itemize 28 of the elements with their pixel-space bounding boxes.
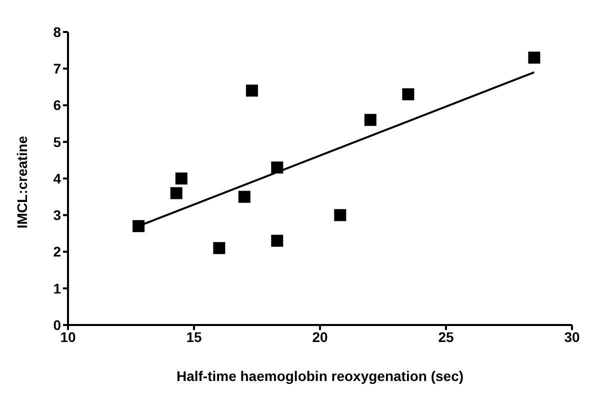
x-tick-label: 10 xyxy=(60,328,76,345)
y-tick-label: 2 xyxy=(53,244,62,260)
point xyxy=(271,162,284,174)
y-tick-label: 8 xyxy=(53,24,62,40)
point xyxy=(238,190,250,203)
point xyxy=(132,220,145,232)
y-tick-label: 4 xyxy=(53,170,62,186)
y-tick-label: 0 xyxy=(53,316,62,333)
x-tick-label: 20 xyxy=(312,328,328,345)
y-tick-label: 3 xyxy=(53,207,62,224)
y-tick-label: 7 xyxy=(53,60,62,77)
point xyxy=(334,209,346,222)
point xyxy=(271,234,284,247)
point xyxy=(175,172,188,184)
y-tick-label: 1 xyxy=(53,280,62,296)
point xyxy=(246,84,258,97)
x-tick-label: 25 xyxy=(438,328,454,345)
point xyxy=(364,114,376,126)
x-axis-title: Half-time haemoglobin reoxygenation (sec) xyxy=(176,368,464,384)
point xyxy=(528,52,540,64)
x-tick-label: 15 xyxy=(186,328,202,345)
y-tick-label: 6 xyxy=(53,97,62,114)
y-axis-title: IMCL:creatine xyxy=(14,136,30,228)
y-tick-label: 5 xyxy=(53,134,62,150)
point xyxy=(170,187,182,200)
point xyxy=(213,242,226,254)
point xyxy=(402,88,414,100)
x-tick-label: 30 xyxy=(564,328,580,345)
